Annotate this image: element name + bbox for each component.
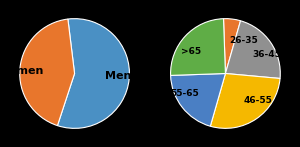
Text: 36-45: 36-45 bbox=[253, 50, 281, 59]
Wedge shape bbox=[57, 19, 129, 128]
Text: 26-35: 26-35 bbox=[230, 36, 258, 45]
Text: 46-55: 46-55 bbox=[244, 96, 273, 105]
Wedge shape bbox=[171, 74, 225, 126]
Wedge shape bbox=[210, 74, 280, 128]
Wedge shape bbox=[225, 21, 280, 78]
Text: Women: Women bbox=[0, 66, 44, 76]
Text: >65: >65 bbox=[181, 47, 201, 56]
Wedge shape bbox=[224, 19, 241, 74]
Wedge shape bbox=[20, 19, 75, 126]
Wedge shape bbox=[171, 19, 225, 75]
Text: Men: Men bbox=[105, 71, 131, 81]
Text: 55-65: 55-65 bbox=[171, 89, 200, 98]
